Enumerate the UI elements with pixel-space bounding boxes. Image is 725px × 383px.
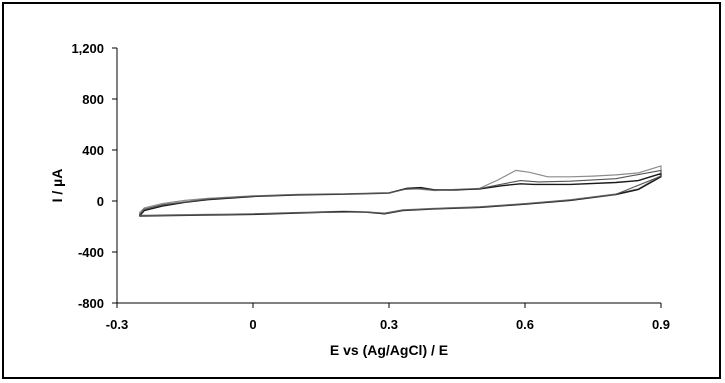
cv-curve-3 xyxy=(139,169,662,217)
x-tick-label: -0.3 xyxy=(106,317,128,332)
x-tick-label: 0 xyxy=(249,317,256,332)
x-tick-label: 0.6 xyxy=(516,317,534,332)
y-tick-label: -400 xyxy=(78,245,104,260)
y-tick-label: 800 xyxy=(82,92,104,107)
x-tick-label: 0.9 xyxy=(652,317,670,332)
y-tick-label: 400 xyxy=(82,143,104,158)
cv-curve-2 xyxy=(139,172,662,217)
x-tick-label: 0.3 xyxy=(380,317,398,332)
series-layer xyxy=(139,165,662,217)
x-axis-title: E vs (Ag/AgCl) / E xyxy=(330,342,448,358)
chart-frame: -800 -400 0 400 800 1,200 -0.3 0 0.3 0.6 0.9 E vs … xyxy=(2,2,721,379)
y-tick-label: -800 xyxy=(78,296,104,311)
axes xyxy=(116,48,661,304)
cyclic-voltammogram-chart: -800 -400 0 400 800 1,200 -0.3 0 0.3 0.6 0.9 E vs … xyxy=(49,41,670,358)
ticks: -800 -400 0 400 800 1,200 -0.3 0 0.3 0.6 0.9 xyxy=(71,41,670,332)
y-axis-title: I / µA xyxy=(49,169,65,203)
y-tick-label: 0 xyxy=(97,194,104,209)
y-tick-label: 1,200 xyxy=(71,41,104,56)
